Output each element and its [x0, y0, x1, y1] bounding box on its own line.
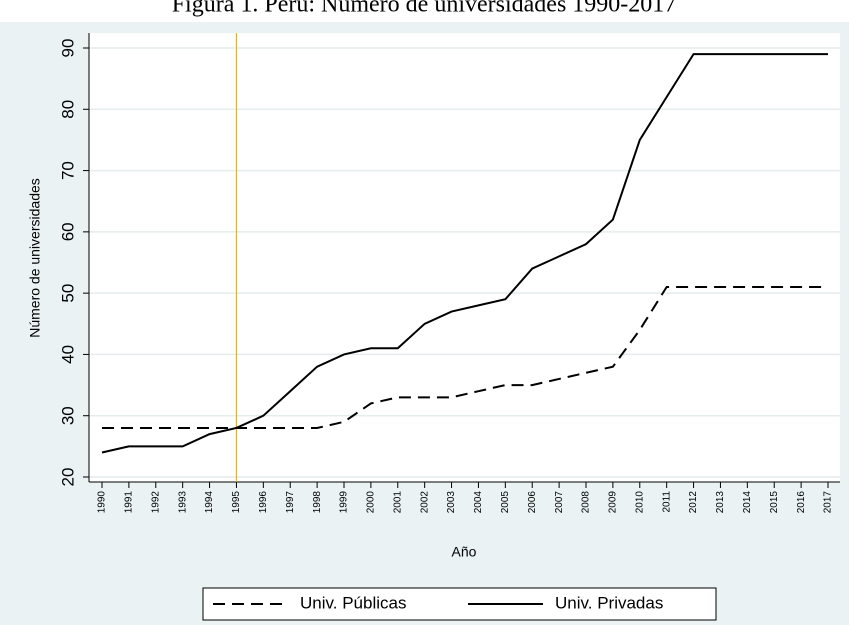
y-tick-label: 20 [58, 468, 77, 487]
x-tick-label: 1994 [204, 491, 215, 514]
y-tick-label: 30 [58, 406, 77, 425]
x-tick-label: 2006 [527, 491, 538, 514]
x-tick-label: 2009 [608, 491, 619, 514]
x-tick-label: 1999 [339, 491, 350, 514]
x-tick-label: 2000 [366, 491, 377, 514]
y-axis-label: Número de universidades [27, 178, 43, 338]
y-tick-label: 40 [58, 345, 77, 364]
x-tick-label: 1996 [258, 491, 269, 514]
x-tick-label: 2013 [715, 491, 726, 514]
x-tick-label: 2005 [500, 491, 511, 514]
x-tick-label: 2008 [581, 491, 592, 514]
x-tick-label: 1993 [177, 491, 188, 514]
x-tick-label: 1991 [124, 491, 135, 514]
chart-title: Figura 1. Perú: Número de universidades … [172, 0, 677, 18]
x-tick-label: 2012 [688, 491, 699, 514]
x-tick-label: 2004 [473, 491, 484, 514]
y-tick-label: 90 [58, 39, 77, 58]
y-tick-label: 70 [58, 161, 77, 180]
x-tick-label: 2015 [769, 491, 780, 514]
y-tick-label: 50 [58, 284, 77, 303]
x-tick-label: 2001 [392, 491, 403, 514]
x-axis-label: Año [452, 544, 477, 560]
x-tick-label: 2014 [742, 491, 753, 514]
y-tick-label: 60 [58, 222, 77, 241]
x-tick-label: 2016 [796, 491, 807, 514]
x-tick-label: 2011 [661, 491, 672, 513]
x-tick-label: 2007 [554, 491, 565, 514]
plot-area [89, 33, 840, 482]
x-tick-label: 2003 [446, 491, 457, 514]
x-tick-label: 1997 [285, 491, 296, 514]
x-tick-label: 2010 [634, 491, 645, 514]
series-line [101, 53, 828, 454]
series-line [102, 286, 828, 429]
y-tick-label: 80 [58, 100, 77, 119]
x-tick-label: 1998 [312, 491, 323, 514]
x-tick-label: 2002 [419, 491, 430, 514]
x-tick-label: 1990 [97, 491, 108, 514]
x-tick-label: 2017 [823, 491, 834, 514]
legend-label: Univ. Privadas [555, 593, 663, 612]
x-tick-label: 1992 [150, 491, 161, 514]
legend-label: Univ. Públicas [300, 593, 406, 612]
legend-box [202, 587, 717, 621]
x-tick-label: 1995 [231, 491, 242, 514]
